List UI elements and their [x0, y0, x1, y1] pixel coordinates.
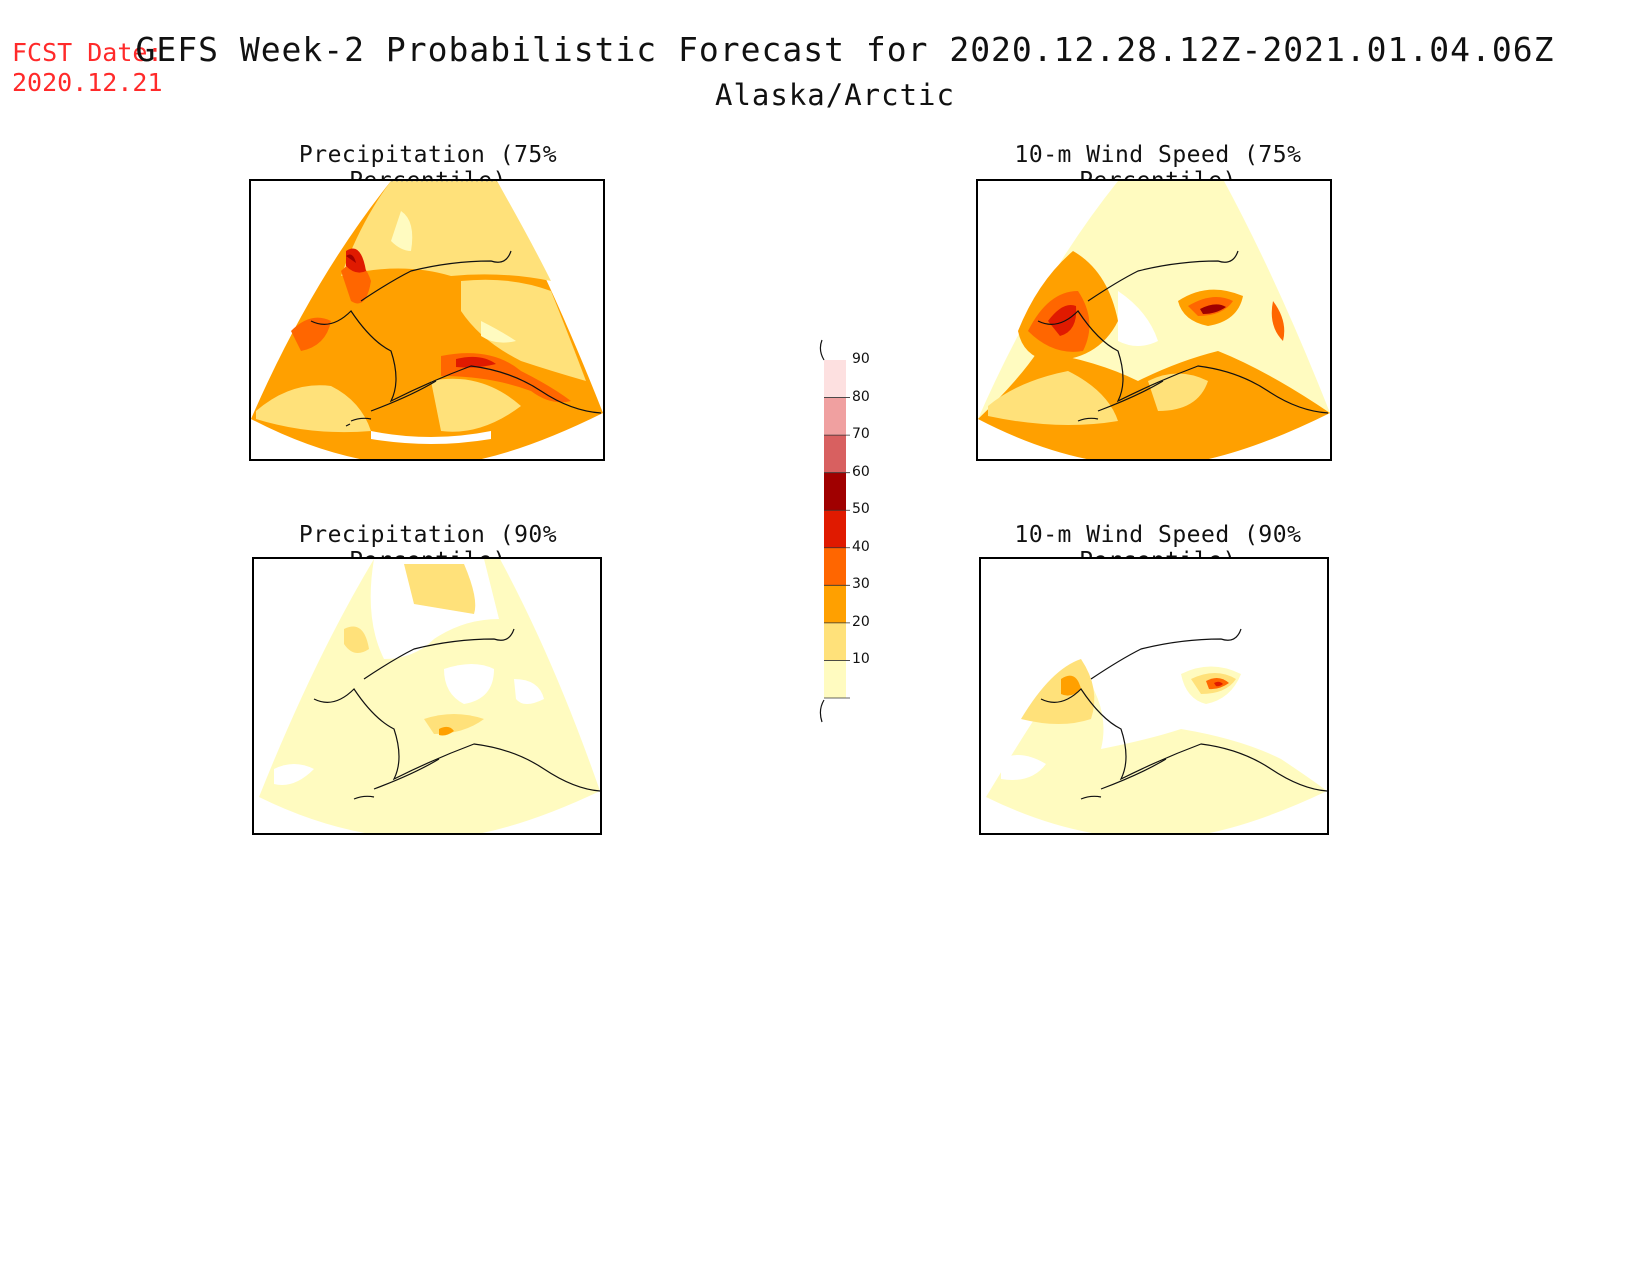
colorbar-tick-label: 70	[852, 426, 870, 443]
colorbar-swatch	[824, 547, 846, 586]
forecast-date-label: FCST Date: 2020.12.21	[12, 38, 163, 98]
colorbar-tick-label: 40	[852, 538, 870, 555]
colorbar-tick-label: 10	[852, 651, 870, 668]
colorbar-tick-label: 60	[852, 463, 870, 480]
colorbar-swatch	[824, 585, 846, 623]
fcst-date-text: 2020.12.21	[12, 68, 163, 97]
colorbar-swatch	[824, 472, 846, 511]
fcst-label-text: FCST Date:	[12, 38, 163, 67]
colorbar-tick-label: 80	[852, 388, 870, 405]
page-title: GEFS Week-2 Probabilistic Forecast for 2…	[135, 30, 1555, 69]
colorbar-svg	[819, 339, 850, 723]
map-panel-precip90	[252, 557, 602, 835]
colorbar-tick-label: 90	[852, 351, 870, 367]
colorbar-tick-label: 20	[852, 613, 870, 630]
colorbar-swatch	[824, 435, 846, 473]
colorbar-tick-label: 30	[852, 576, 870, 593]
map-panel-wind90	[979, 557, 1329, 835]
colorbar-swatch	[824, 622, 846, 661]
colorbar-swatch	[824, 660, 846, 698]
colorbar-swatch	[824, 510, 846, 548]
colorbar-tick-label: 50	[852, 501, 870, 518]
region-subtitle: Alaska/Arctic	[715, 78, 955, 112]
map-panel-wind75	[976, 179, 1332, 461]
colorbar	[810, 330, 870, 730]
map-panel-precip75	[249, 179, 605, 461]
colorbar-swatch	[824, 360, 846, 398]
colorbar-swatch	[824, 397, 846, 436]
